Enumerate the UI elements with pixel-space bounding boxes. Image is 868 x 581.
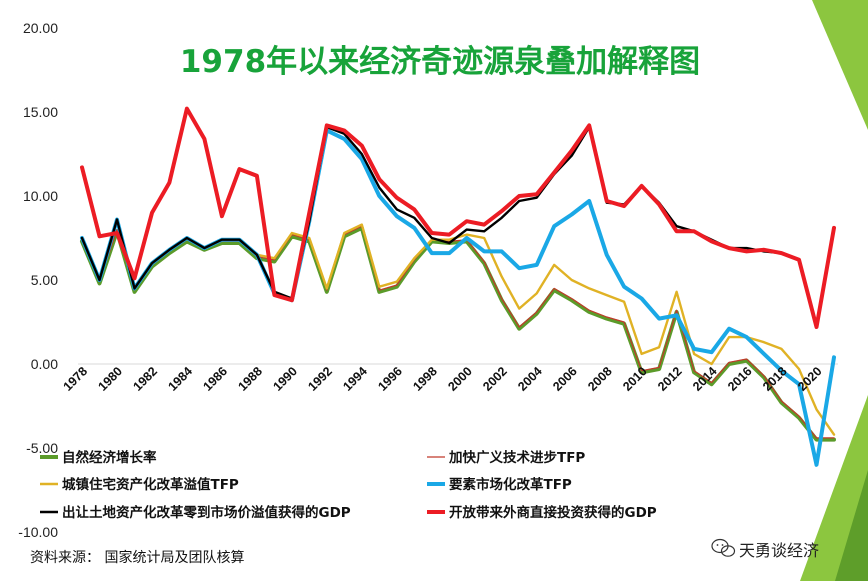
x-tick-label: 1990	[270, 364, 300, 394]
y-tick-label: -10.00	[18, 524, 58, 540]
x-tick-label: 1992	[305, 364, 335, 394]
x-tick-label: 2018	[760, 364, 790, 394]
y-tick-label: 15.00	[23, 104, 58, 120]
y-tick-labels: 20.00 15.00 10.00 5.00 0.00 -5.00 -10.00	[18, 20, 58, 540]
y-tick-label: 20.00	[23, 20, 58, 36]
x-tick-labels: 1978 1980 1982 1984 1986 1988 1990 1992 1994 1996…	[61, 364, 825, 394]
series-layer	[80, 106, 836, 467]
legend-item: 要素市场化改革TFP	[427, 476, 572, 493]
x-tick-label: 2000	[445, 364, 475, 394]
x-tick-label: 1984	[165, 364, 195, 394]
x-tick-label: 1982	[131, 364, 161, 394]
x-tick-label: 2010	[620, 364, 650, 394]
x-tick-label: 2006	[550, 364, 580, 394]
legend-label: 自然经济增长率	[62, 449, 157, 466]
legend-label: 城镇住宅资产化改革溢值TFP	[62, 476, 239, 493]
legend-label: 加快广义技术进步TFP	[448, 449, 585, 466]
watermark-text: 天勇谈经济	[739, 541, 819, 560]
legend-item: 加快广义技术进步TFP	[427, 449, 585, 466]
legend-item: 开放带来外商直接投资获得的GDP	[427, 504, 657, 521]
source-note: 资料来源： 国家统计局及团队核算	[30, 549, 244, 566]
y-tick-label: 5.00	[31, 272, 58, 288]
series-line-3	[80, 128, 836, 467]
legend-label: 要素市场化改革TFP	[449, 476, 572, 493]
x-tick-label: 1980	[96, 364, 126, 394]
series-line-1	[81, 225, 835, 439]
chart-title: 1978年以来经济奇迹源泉叠加解释图	[180, 44, 700, 80]
y-tick-label: 0.00	[31, 356, 58, 372]
legend: 自然经济增长率 加快广义技术进步TFP 城镇住宅资产化改革溢值TFP 要素市场化改革T…	[40, 449, 657, 521]
legend-label: 开放带来外商直接投资获得的GDP	[449, 504, 657, 521]
corner-decoration-top-right	[812, 0, 868, 130]
x-tick-label: 2016	[725, 364, 755, 394]
wechat-icon	[711, 538, 736, 557]
series-line-2	[80, 218, 836, 436]
x-tick-label: 2004	[515, 364, 545, 394]
x-tick-label: 1978	[61, 364, 91, 394]
x-tick-label: 1998	[410, 364, 440, 394]
legend-item: 城镇住宅资产化改革溢值TFP	[40, 476, 239, 493]
x-tick-label: 1986	[200, 364, 230, 394]
x-tick-label: 1988	[235, 364, 265, 394]
legend-label: 出让土地资产化改革零到市场价溢值获得的GDP	[62, 504, 351, 521]
legend-item: 自然经济增长率	[40, 449, 157, 466]
corner-decoration-bottom-right-inner	[835, 470, 868, 581]
x-tick-label: 1994	[340, 364, 370, 394]
watermark: 天勇谈经济	[711, 538, 819, 560]
series-line-0	[80, 225, 836, 442]
x-tick-label: 1996	[375, 364, 405, 394]
series-line-5	[80, 106, 836, 329]
x-tick-label: 2002	[480, 364, 510, 394]
y-tick-label: -5.00	[26, 440, 58, 456]
x-tick-label: 2008	[585, 364, 615, 394]
y-tick-label: 10.00	[23, 188, 58, 204]
legend-item: 出让土地资产化改革零到市场价溢值获得的GDP	[40, 504, 351, 521]
